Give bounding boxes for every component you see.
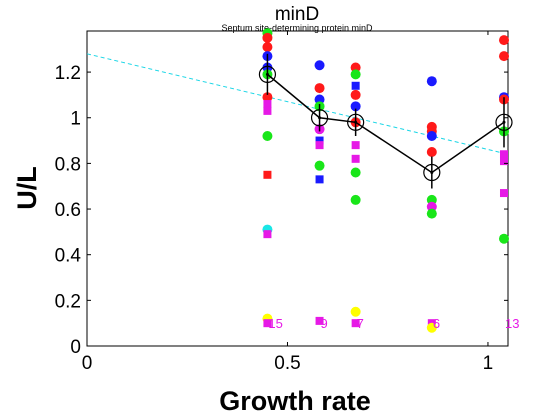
mean-marker-center	[354, 120, 358, 124]
data-point-circle	[314, 83, 325, 94]
count-label: 9	[321, 316, 328, 331]
data-point-circle	[262, 92, 273, 103]
y-tick-label: 0.6	[55, 200, 81, 221]
data-point-circle	[498, 51, 509, 62]
count-label: 15	[268, 316, 282, 331]
data-point-square	[263, 100, 272, 109]
data-point-square	[263, 230, 272, 239]
data-point-circle	[314, 160, 325, 171]
data-point-square	[315, 175, 324, 184]
y-axis: 0 0.2 0.4 0.6 0.8 1 1.2	[55, 63, 508, 358]
data-point-circle	[350, 101, 361, 112]
data-point-square	[499, 157, 508, 166]
data-point-square	[351, 141, 360, 150]
y-tick-label: 0.2	[55, 291, 81, 312]
y-tick-label: 0.8	[55, 154, 81, 175]
mean-marker-center	[502, 120, 506, 124]
mean-line	[266, 73, 505, 174]
mean-marker	[347, 113, 365, 131]
x-axis: 0 0.5 1	[82, 31, 494, 374]
data-point-circle	[426, 131, 437, 141]
count-label: 13	[505, 316, 519, 331]
data-point-circle	[262, 32, 273, 43]
data-point-circle	[426, 194, 437, 205]
mean-marker-center	[318, 116, 322, 120]
data-point-circle	[426, 76, 437, 87]
data-point-square	[315, 141, 324, 150]
y-tick-label: 0.4	[55, 246, 82, 267]
data-point-square	[351, 81, 360, 90]
mean-marker	[423, 163, 441, 182]
data-point-circle	[498, 35, 509, 46]
trend-line-layer	[86, 53, 509, 155]
data-point-circle	[350, 62, 361, 73]
data-point-circle	[262, 41, 273, 52]
data-point-circle	[426, 146, 437, 157]
plot-area-frame	[86, 30, 509, 347]
data-point-square	[351, 319, 360, 328]
data-point-circle	[498, 233, 509, 244]
data-points-layer	[262, 28, 509, 333]
y-tick-label: 1.2	[55, 63, 81, 84]
data-point-circle	[350, 194, 361, 205]
mean-marker	[495, 113, 513, 131]
data-point-circle	[426, 201, 437, 212]
data-point-square	[499, 189, 508, 198]
data-point-circle	[262, 131, 273, 141]
data-point-circle	[426, 208, 437, 219]
y-tick-label: 0	[70, 337, 81, 358]
data-point-square	[263, 170, 272, 179]
y-tick-label: 1	[70, 109, 81, 130]
data-point-circle	[314, 94, 325, 105]
data-point-circle	[314, 60, 325, 71]
data-point-circle	[426, 322, 437, 333]
data-point-circle	[350, 167, 361, 178]
mean-series-layer	[258, 53, 513, 189]
count-labels-layer: 15 9 7 6 13	[268, 316, 519, 331]
data-point-circle	[350, 69, 361, 80]
mean-marker	[258, 65, 277, 83]
x-tick-label: 0.5	[274, 353, 300, 374]
data-point-square	[351, 154, 360, 163]
mean-marker-center	[430, 171, 434, 175]
data-point-square	[315, 136, 324, 145]
x-axis-label: Growth rate	[219, 386, 371, 416]
y-axis-label: U/L	[12, 166, 42, 210]
x-tick-label: 0	[82, 353, 93, 374]
data-point-square	[315, 316, 324, 325]
count-label: 6	[433, 316, 440, 331]
chart-title: minD	[275, 4, 319, 25]
count-label: 7	[357, 316, 364, 331]
data-point-square	[263, 106, 272, 115]
data-point-square	[263, 319, 272, 328]
mean-marker-center	[265, 72, 269, 76]
data-point-square	[499, 150, 508, 159]
trend-line	[86, 53, 509, 155]
data-point-circle	[350, 306, 361, 317]
chart-subtitle: Septum site-determining protein minD	[221, 23, 373, 33]
mean-marker	[310, 109, 329, 127]
x-tick-label: 1	[483, 353, 494, 374]
data-point-circle	[350, 89, 361, 100]
